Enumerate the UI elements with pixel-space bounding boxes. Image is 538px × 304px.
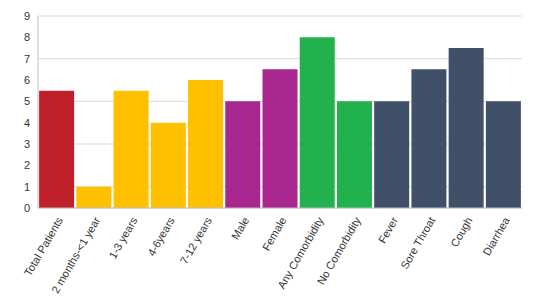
svg-text:5: 5 (24, 95, 30, 107)
svg-text:Any Comorbidity: Any Comorbidity (275, 214, 326, 291)
svg-text:1: 1 (24, 181, 30, 193)
svg-text:Sore Throat: Sore Throat (398, 215, 437, 271)
svg-text:No Comorbidity: No Comorbidity (315, 214, 364, 286)
svg-text:3: 3 (24, 138, 30, 150)
svg-text:9: 9 (24, 10, 30, 22)
svg-text:8: 8 (24, 31, 30, 43)
svg-text:1-3 years: 1-3 years (106, 214, 140, 260)
svg-text:Cough: Cough (448, 215, 475, 249)
svg-text:Male: Male (229, 215, 251, 242)
svg-text:7: 7 (24, 53, 30, 65)
svg-text:2: 2 (24, 159, 30, 171)
svg-text:Female: Female (260, 215, 289, 253)
svg-text:4: 4 (24, 117, 30, 129)
svg-text:Total Patients: Total Patients (22, 214, 66, 278)
svg-text:Diarrhea: Diarrhea (480, 214, 512, 257)
svg-text:0: 0 (24, 202, 30, 214)
svg-text:7-12 years: 7-12 years (178, 214, 215, 265)
svg-text:2 months-<1 year: 2 months-<1 year (49, 215, 103, 296)
svg-text:6: 6 (24, 74, 30, 86)
svg-text:4-6years: 4-6years (145, 214, 177, 257)
svg-text:Fever: Fever (376, 215, 401, 246)
